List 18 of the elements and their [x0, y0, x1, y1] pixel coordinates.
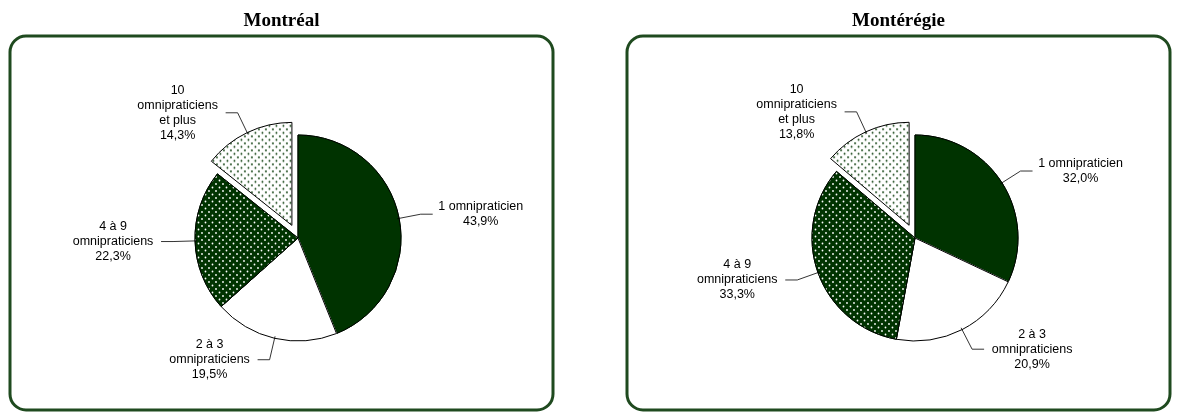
- data-label: 32,0%: [1062, 171, 1099, 186]
- data-label: 13,8%: [778, 126, 815, 141]
- slice-label: 2 à 3 omnipraticiens: [169, 337, 250, 367]
- data-label: 19,5%: [191, 367, 228, 382]
- data-label: 43,9%: [462, 214, 499, 229]
- chart-title: Montréal: [243, 9, 320, 30]
- slice-label: 10 omnipraticiens et plus: [756, 81, 837, 126]
- slice-label: 4 à 9 omnipraticiens: [72, 219, 154, 249]
- data-label: 14,3%: [159, 127, 196, 142]
- data-label: 22,3%: [95, 249, 131, 264]
- chart-title: Montérégie: [852, 9, 945, 30]
- data-label: 20,9%: [1014, 356, 1050, 371]
- slice-label: 1 omnipraticien: [1038, 156, 1123, 171]
- slice-label: 2 à 3 omnipraticiens: [991, 326, 1073, 356]
- slice-label: 10 omnipraticiens et plus: [137, 82, 218, 127]
- data-label: 33,3%: [719, 287, 755, 302]
- slice-label: 1 omnipraticien: [438, 199, 524, 214]
- slice-label: 4 à 9 omnipraticiens: [696, 257, 778, 287]
